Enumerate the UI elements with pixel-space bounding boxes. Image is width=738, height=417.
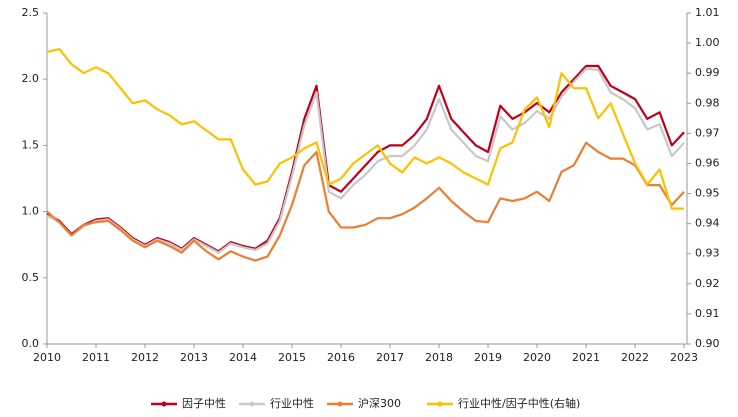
legend-marker	[437, 401, 443, 407]
x-tick-label: 2015	[278, 351, 306, 364]
x-tick-label: 2016	[327, 351, 355, 364]
y-tick-label: 2.0	[22, 72, 40, 85]
series-line	[46, 48, 685, 210]
x-tick-label: 2018	[425, 351, 453, 364]
x-tick-label: 2017	[376, 351, 404, 364]
y2-tick-label: 0.95	[695, 187, 720, 200]
x-tick-label: 2013	[180, 351, 208, 364]
y2-tick-label: 0.97	[695, 126, 720, 139]
y2-tick-label: 1.00	[695, 36, 720, 49]
x-tick-label: 2014	[229, 351, 257, 364]
x-tick-label: 2012	[131, 351, 159, 364]
x-tick-label: 2011	[82, 351, 110, 364]
y2-tick-label: 0.99	[695, 66, 720, 79]
y-tick-label: 0.5	[22, 271, 40, 284]
y2-tick-label: 1.01	[695, 6, 720, 19]
y-tick-label: 2.5	[22, 6, 40, 19]
legend-label: 沪深300	[358, 396, 401, 410]
series-line	[46, 141, 685, 262]
y2-tick-label: 0.98	[695, 96, 720, 109]
y-tick-label: 1.5	[22, 138, 40, 151]
y2-tick-label: 0.92	[695, 277, 720, 290]
y-tick-label: 0.0	[22, 337, 40, 350]
y2-tick-label: 0.96	[695, 156, 720, 169]
y2-tick-label: 0.91	[695, 307, 720, 320]
y-tick-label: 1.0	[22, 205, 40, 218]
y2-tick-label: 0.90	[695, 337, 720, 350]
legend-label: 行业中性/因子中性(右轴)	[458, 396, 580, 410]
x-tick-label: 2020	[523, 351, 551, 364]
y2-tick-label: 0.93	[695, 247, 720, 260]
series-line	[46, 67, 685, 254]
legend-marker	[249, 401, 255, 407]
series-line	[46, 64, 685, 253]
x-tick-label: 2022	[621, 351, 649, 364]
legend-marker	[161, 401, 167, 407]
y2-tick-label: 0.94	[695, 217, 720, 230]
legend-label: 因子中性	[182, 396, 226, 410]
legend-marker	[337, 401, 343, 407]
x-tick-label: 2019	[474, 351, 502, 364]
x-tick-label: 2010	[33, 351, 61, 364]
x-tick-label: 2021	[572, 351, 600, 364]
x-tick-label: 2023	[670, 351, 698, 364]
legend-label: 行业中性	[270, 396, 314, 410]
